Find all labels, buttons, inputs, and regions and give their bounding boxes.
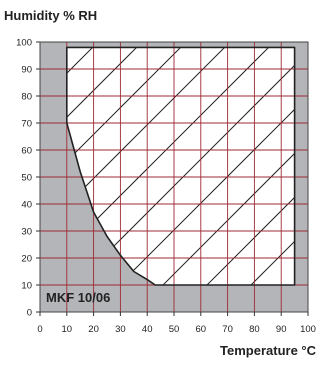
y-tick-label-20: 20 xyxy=(21,254,32,265)
x-tick-label-70: 70 xyxy=(222,324,233,335)
y-tick-label-90: 90 xyxy=(21,65,32,76)
operating-range-boundary xyxy=(66,46,296,286)
y-tick-label-0: 0 xyxy=(27,308,32,319)
y-tick-label-10: 10 xyxy=(21,281,32,292)
x-axis-title: Temperature °C xyxy=(220,343,317,358)
operating-range-fill xyxy=(66,47,295,286)
x-tick-label-100: 100 xyxy=(300,324,316,335)
x-tick-label-0: 0 xyxy=(37,324,42,335)
hatch-line xyxy=(66,47,183,286)
hatch-line xyxy=(66,47,271,286)
y-tick-label-40: 40 xyxy=(21,200,32,211)
y-tick-label-60: 60 xyxy=(21,146,32,157)
hatch-line xyxy=(203,47,295,286)
x-tick-label-20: 20 xyxy=(88,324,99,335)
hatch-line xyxy=(159,47,295,286)
hatch-line xyxy=(66,47,295,286)
x-tick-label-30: 30 xyxy=(115,324,126,335)
plot-area xyxy=(39,41,309,313)
x-tick-label-80: 80 xyxy=(249,324,260,335)
x-tick-label-50: 50 xyxy=(169,324,180,335)
model-label: MKF 10/06 xyxy=(46,290,110,305)
y-tick-label-100: 100 xyxy=(16,38,32,49)
y-tick-label-50: 50 xyxy=(21,173,32,184)
hatch-line xyxy=(66,47,139,286)
y-axis-title: Humidity % RH xyxy=(4,8,97,23)
y-tick-label-30: 30 xyxy=(21,227,32,238)
x-tick-label-90: 90 xyxy=(276,324,287,335)
x-tick-label-10: 10 xyxy=(62,324,73,335)
hatch-line xyxy=(66,47,227,286)
tick-labels: 0 10 20 30 40 50 60 70 80 90 100 0 10 20 30 40 50 60 70 80 9… xyxy=(16,38,316,336)
x-tick-label-60: 60 xyxy=(196,324,207,335)
y-tick-label-80: 80 xyxy=(21,92,32,103)
y-tick-label-70: 70 xyxy=(21,119,32,130)
x-tick-label-40: 40 xyxy=(142,324,153,335)
